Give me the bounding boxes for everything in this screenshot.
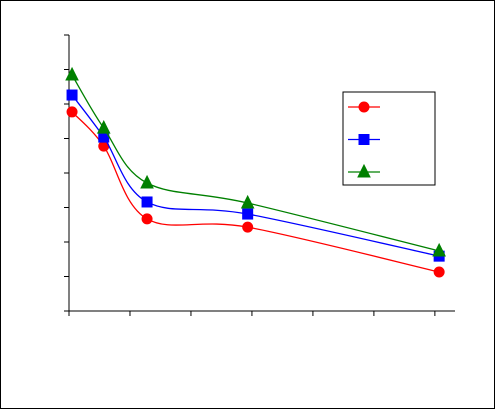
legend-marker — [357, 163, 371, 178]
marker — [65, 66, 79, 81]
legend-box — [342, 91, 436, 186]
marker — [66, 106, 78, 118]
legend-marker — [358, 101, 370, 113]
marker — [433, 266, 445, 278]
marker — [242, 208, 254, 220]
marker — [141, 213, 153, 225]
marker — [432, 242, 446, 257]
legend-marker — [358, 134, 370, 145]
marker — [141, 196, 153, 208]
marker — [96, 120, 111, 134]
marker — [66, 89, 78, 101]
marker — [240, 194, 255, 209]
marker — [242, 221, 254, 233]
marker — [140, 174, 154, 189]
series-line — [71, 74, 440, 252]
